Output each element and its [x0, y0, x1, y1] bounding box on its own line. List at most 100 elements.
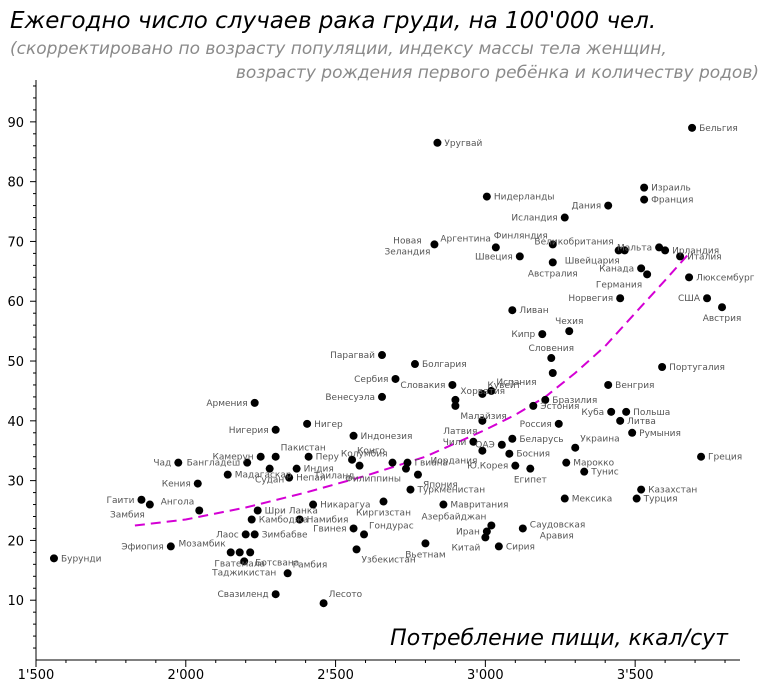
data-point — [526, 464, 535, 473]
x-tick-label: 2'000 — [167, 668, 204, 683]
y-tick-label: 10 — [7, 594, 24, 609]
point-label: Куба — [581, 408, 604, 418]
point-label: Нидерланды — [494, 193, 555, 203]
y-tick-label: 20 — [7, 534, 24, 549]
data-point — [388, 458, 397, 467]
data-point — [688, 123, 697, 132]
point-label: Саудовская Аравия — [530, 520, 585, 541]
point-label: Кипр — [511, 330, 535, 340]
point-label: Израиль — [651, 184, 691, 194]
point-label: Гаити — [106, 496, 134, 506]
data-point — [303, 419, 312, 428]
point-label: Венгрия — [615, 381, 654, 391]
data-point — [571, 443, 580, 452]
point-label: Ботсвана — [255, 558, 299, 568]
data-point — [491, 243, 500, 252]
point-label: Свазиленд — [218, 590, 269, 600]
data-point — [448, 380, 457, 389]
data-point — [256, 452, 265, 461]
point-label: Шри Ланка — [265, 507, 318, 517]
point-label: Таджикистан — [211, 568, 276, 578]
point-label: Новая Зеландия — [384, 236, 430, 257]
data-point — [655, 243, 664, 252]
data-point — [685, 273, 694, 282]
point-label: Латвия — [443, 427, 477, 437]
x-axis-label: Потребление пищи, ккал/сут — [390, 626, 729, 651]
point-label: Греция — [708, 453, 742, 463]
data-point — [265, 464, 274, 473]
point-label: Китай — [452, 543, 481, 553]
data-point — [137, 495, 146, 504]
data-point — [676, 252, 685, 261]
data-point — [235, 548, 244, 557]
data-point — [487, 386, 496, 395]
data-point — [538, 330, 547, 339]
point-label: Мадагаскар — [235, 471, 292, 481]
point-label: Бурунди — [61, 554, 102, 564]
data-point — [718, 303, 727, 312]
point-label: Гватемала — [214, 559, 265, 569]
point-label: Тунис — [590, 468, 619, 478]
data-point — [620, 246, 629, 255]
point-label: Казахстан — [648, 486, 697, 496]
data-point — [349, 431, 358, 440]
chart-subtitle-line-2: возрасту рождения первого ребёнка и коли… — [235, 63, 759, 83]
point-label: Эфиопия — [121, 542, 163, 552]
data-point — [494, 542, 503, 551]
point-label: Венесуэла — [325, 393, 375, 403]
point-label: Украина — [580, 435, 619, 445]
data-point — [430, 240, 439, 249]
y-tick-label: 30 — [7, 475, 24, 490]
data-point — [554, 419, 563, 428]
point-label: Чехия — [555, 317, 583, 327]
data-point — [226, 548, 235, 557]
point-label: Исландия — [511, 214, 557, 224]
data-point — [658, 363, 667, 372]
x-tick-label: 3'500 — [617, 668, 654, 683]
data-point — [145, 500, 154, 509]
data-point — [247, 515, 256, 524]
trend-line — [134, 252, 690, 527]
data-point — [547, 354, 556, 363]
data-point — [628, 428, 637, 437]
point-label: Гвинея — [313, 524, 346, 534]
data-point — [661, 246, 670, 255]
data-point — [240, 557, 249, 566]
point-labels-group: Бурунди Эфиопия Гаити Замбия Чад Кения Ангола М… — [61, 124, 755, 600]
y-tick-label: 50 — [7, 355, 24, 370]
point-label: Чили — [443, 438, 467, 448]
y-tick-label: 60 — [7, 295, 24, 310]
point-label: Египет — [514, 476, 547, 486]
point-label: Словения — [528, 344, 574, 354]
point-label: Филиппины — [345, 475, 401, 485]
point-label: Великобритания — [534, 237, 613, 247]
data-point — [703, 294, 712, 303]
chart-title: Ежегодно число случаев рака груди, на 10… — [10, 8, 657, 34]
data-point — [271, 425, 280, 434]
point-label: Азербайджан — [422, 512, 487, 522]
data-point — [283, 569, 292, 578]
point-label: Болгария — [422, 360, 467, 370]
data-point — [378, 351, 387, 360]
point-label: Сербия — [354, 375, 388, 385]
data-point — [193, 479, 202, 488]
data-point — [379, 497, 388, 506]
data-point — [482, 192, 491, 201]
point-label: Индия — [304, 465, 334, 475]
data-point — [271, 452, 280, 461]
point-label: Австрия — [703, 314, 742, 324]
data-point — [478, 389, 487, 398]
data-point — [616, 416, 625, 425]
data-point — [469, 437, 478, 446]
point-label: Словакия — [400, 381, 445, 391]
point-label: Италия — [687, 252, 722, 262]
x-tick-label: 3'000 — [467, 668, 504, 683]
data-point — [253, 506, 262, 515]
data-point — [174, 458, 183, 467]
data-point — [250, 530, 259, 539]
point-label: Иран — [456, 527, 480, 537]
data-point — [250, 398, 259, 407]
data-point — [697, 452, 706, 461]
point-label: Ливан — [519, 306, 548, 316]
point-label: США — [678, 294, 701, 304]
